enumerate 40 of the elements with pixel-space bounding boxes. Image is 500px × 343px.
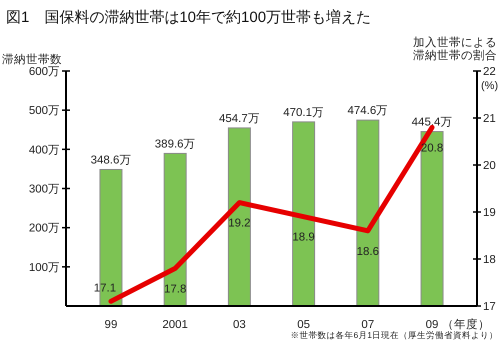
chart-title: 図1 国保料の滞納世帯は10年で約100万世帯も増えた <box>6 9 372 26</box>
y2-tick-label: 19 <box>483 207 496 219</box>
y-tick-label: 600万 <box>28 65 60 78</box>
data-label: 474.6万 <box>347 104 388 118</box>
data-label: 470.1万 <box>283 106 324 119</box>
y2-tick-label: 22 <box>483 66 496 78</box>
y2-axis-title: 加入世帯による滞納世帯の割合 <box>413 35 497 62</box>
y-axis-title: 滞納世帯数 <box>2 53 62 66</box>
data-label: 348.6万 <box>90 153 132 166</box>
bar <box>292 121 316 306</box>
y2-tick-label: 17 <box>483 301 496 313</box>
data-label: 389.6万 <box>154 137 196 150</box>
data-label: 18.9 <box>292 232 315 244</box>
x-tick-label: 2001 <box>162 319 188 331</box>
text: ※世帯数は各年6月1日現在（厚生労働省資料より） <box>290 330 498 340</box>
x-tick-label: 99 <box>104 319 118 331</box>
data-label: 454.7万 <box>219 112 260 125</box>
y-tick-label: 500万 <box>28 104 60 118</box>
y-tick-label: 100万 <box>28 260 60 274</box>
x-axis-title: （年度） <box>442 317 490 331</box>
data-label: 445.4万 <box>412 116 452 129</box>
y2-tick-label: 21 <box>483 113 496 125</box>
text: (%) <box>481 80 498 92</box>
y2-tick-label: 18 <box>483 254 496 266</box>
y-tick-label: 300万 <box>28 182 60 196</box>
x-tick-label: 07 <box>361 319 374 331</box>
bar <box>164 152 187 306</box>
bar <box>420 131 444 306</box>
data-label: 20.8 <box>420 142 444 154</box>
data-label: 18.6 <box>356 246 380 258</box>
data-label: 19.2 <box>228 218 251 230</box>
y-tick-label: 400万 <box>28 143 60 156</box>
y-tick-label: 200万 <box>28 222 60 235</box>
x-tick-label: 09 <box>426 319 438 331</box>
y2-tick-label: 20 <box>483 160 496 172</box>
x-tick-label: 03 <box>232 319 246 331</box>
bar <box>228 127 251 306</box>
data-label: 17.8 <box>164 283 186 296</box>
bar <box>356 120 380 306</box>
x-tick-label: 05 <box>297 319 310 331</box>
